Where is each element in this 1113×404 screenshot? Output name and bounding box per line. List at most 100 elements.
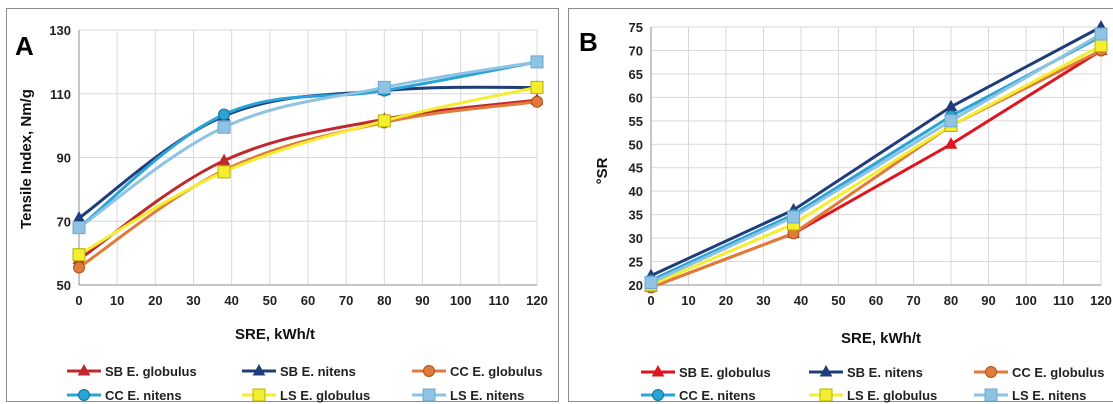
legend-swatch-marker (652, 389, 664, 401)
y-tick-label: 60 (629, 90, 643, 105)
legend-swatch-marker (819, 364, 833, 377)
legend-swatch-marker (252, 388, 266, 402)
series-line (78, 98, 538, 261)
panel-label: B (579, 27, 598, 57)
chart-b-svg: B SRE, kWh/t °SR 20 25 30 35 40 45 50 55 60 65 70 7… (579, 19, 1112, 403)
data-point (72, 248, 86, 262)
y-tick-label: 110 (50, 87, 71, 102)
x-tick-label: 0 (647, 293, 654, 308)
x-axis-title: SRE, kWh/t (235, 326, 315, 343)
series-line (78, 85, 538, 257)
legend-swatch-marker (651, 364, 665, 377)
x-tick-label: 100 (450, 293, 472, 308)
legend-item: SB E. nitens (809, 364, 923, 380)
legend-swatch-marker (423, 365, 435, 377)
x-tick-label: 120 (1090, 293, 1112, 308)
y-tick-label: 40 (629, 184, 643, 199)
y-tick-label: 45 (629, 161, 643, 176)
x-tick-label: 70 (906, 293, 920, 308)
legend-swatch-marker (78, 389, 90, 401)
y-tick-label: 30 (629, 231, 643, 246)
legend-item: CC E. nitens (641, 388, 756, 403)
data-point (1094, 27, 1108, 41)
legend-item: SB E. globulus (67, 363, 197, 379)
x-tick-label: 110 (1053, 293, 1074, 308)
x-axis-title: SRE, kWh/t (841, 330, 921, 347)
legend-label: LS E. nitens (1012, 388, 1086, 403)
data-point (944, 114, 958, 128)
y-tick-label: 20 (629, 278, 643, 293)
chart-a-svg: A SRE, kWh/t Tensile Index, Nm/g 50 70 90 1… (15, 23, 548, 403)
y-axis-title: °SR (594, 157, 611, 184)
data-point (531, 95, 543, 108)
series-line (78, 100, 538, 269)
panel-label: A (15, 31, 34, 61)
legend-item: LS E. nitens (412, 388, 524, 403)
y-tick-label: 90 (57, 151, 71, 166)
series-line (650, 44, 1102, 287)
x-tick-label: 60 (301, 293, 315, 308)
series-line (78, 60, 538, 229)
data-point (377, 114, 391, 128)
x-tick-label: 40 (224, 293, 238, 308)
y-tick-label: 35 (629, 208, 643, 223)
x-tick-label: 100 (1015, 293, 1037, 308)
data-point (217, 165, 231, 179)
legend-label: CC E. nitens (679, 388, 756, 403)
data-point (530, 80, 544, 94)
x-tick-label: 40 (794, 293, 808, 308)
chart-panel-a: A SRE, kWh/t Tensile Index, Nm/g 50 70 90 1… (6, 8, 559, 403)
x-tick-label: 50 (263, 293, 277, 308)
legend-swatch-marker (819, 388, 833, 402)
x-tick-label: 70 (339, 293, 353, 308)
legend-swatch-marker (422, 388, 436, 402)
y-tick-label: 65 (629, 67, 643, 82)
series-line (650, 25, 1102, 277)
legend: SB E. globulus SB E. nitens CC E. globulus… (67, 363, 542, 403)
legend-label: LS E. nitens (450, 388, 524, 403)
legend-swatch-marker (984, 388, 998, 402)
y-tick-label: 70 (57, 214, 71, 229)
legend-label: CC E. globulus (1012, 365, 1104, 380)
series-ls-e-nitens (72, 55, 544, 235)
x-tick-label: 50 (831, 293, 845, 308)
data-point (377, 80, 391, 94)
x-tick-label: 90 (981, 293, 995, 308)
x-tick-label: 20 (719, 293, 733, 308)
legend-label: SB E. globulus (105, 364, 197, 379)
legend-item: SB E. globulus (641, 364, 771, 380)
legend-label: LS E. globulus (847, 388, 937, 403)
x-tick-label: 60 (869, 293, 883, 308)
legend-item: CC E. globulus (412, 364, 542, 379)
legend-item: CC E. globulus (974, 365, 1104, 380)
y-tick-label: 55 (629, 114, 643, 129)
data-point (73, 261, 85, 274)
legend-item: CC E. nitens (67, 388, 182, 403)
x-tick-label: 90 (415, 293, 429, 308)
legend-label: SB E. globulus (679, 365, 771, 380)
legend-label: SB E. nitens (280, 364, 356, 379)
legend-label: SB E. nitens (847, 365, 923, 380)
legend-label: LS E. globulus (280, 388, 370, 403)
data-point (218, 108, 231, 121)
data-point (944, 137, 958, 149)
y-axis-title: Tensile Index, Nm/g (18, 89, 35, 229)
legend-item: LS E. globulus (809, 388, 937, 403)
x-tick-label: 110 (488, 293, 509, 308)
x-tick-label: 30 (756, 293, 770, 308)
chart-panel-b: B SRE, kWh/t °SR 20 25 30 35 40 45 50 55 60 65 70 7… (568, 8, 1113, 403)
legend-label: CC E. nitens (105, 388, 182, 403)
data-point (530, 55, 544, 69)
grid (78, 29, 538, 286)
legend-item: LS E. globulus (242, 388, 370, 403)
y-tick-label: 25 (629, 255, 643, 270)
x-tick-label: 10 (110, 293, 124, 308)
series-line (650, 49, 1102, 289)
x-tick-label: 120 (526, 293, 548, 308)
data-point (217, 120, 231, 134)
y-tick-label: 50 (629, 137, 643, 152)
legend-label: CC E. globulus (450, 364, 542, 379)
data-point (787, 210, 800, 224)
y-tick-label: 130 (49, 23, 71, 38)
legend: SB E. globulus SB E. nitens CC E. globulus… (641, 364, 1104, 403)
